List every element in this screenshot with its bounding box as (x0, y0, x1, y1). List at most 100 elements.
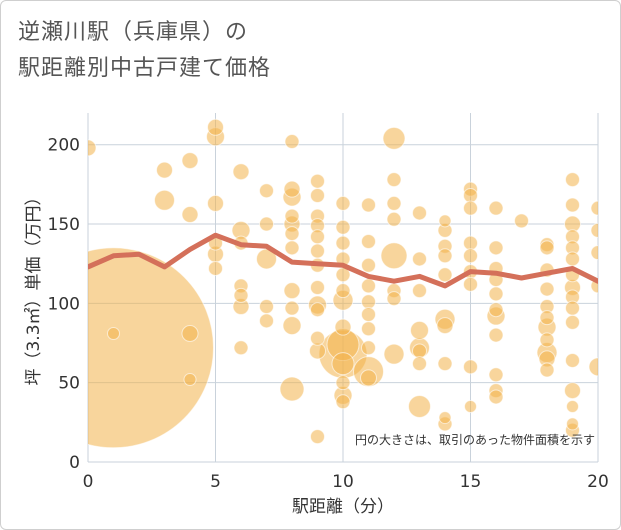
data-bubble (386, 211, 402, 227)
data-bubble (590, 222, 598, 238)
data-bubble (590, 245, 598, 261)
data-bubble (438, 411, 452, 425)
data-bubble (335, 195, 351, 211)
data-bubble (565, 314, 580, 330)
data-bubble (412, 356, 427, 372)
data-bubble (361, 278, 376, 294)
x-tick-label: 20 (587, 472, 609, 492)
data-bubble (437, 356, 453, 372)
data-bubble (310, 302, 325, 318)
x-tick-label: 15 (460, 472, 482, 492)
data-bubble (463, 235, 478, 251)
data-bubble (566, 417, 579, 431)
data-bubble (283, 282, 301, 300)
data-bubble (412, 251, 427, 267)
data-bubble (386, 172, 402, 188)
data-bubble (564, 382, 581, 400)
data-bubble (284, 300, 300, 316)
data-bubble (539, 281, 555, 297)
data-bubble (183, 373, 197, 387)
data-bubble (588, 357, 598, 377)
data-bubble (361, 340, 376, 356)
y-tick-label: 200 (48, 136, 80, 156)
data-bubble (310, 429, 325, 445)
y-axis-label: 坪（3.3㎡）単価（万円） (24, 188, 44, 385)
x-tick-label: 10 (332, 472, 354, 492)
y-tick-label: 0 (69, 453, 80, 473)
data-bubble (331, 352, 355, 376)
data-bubble (383, 343, 405, 365)
data-bubble (539, 310, 555, 326)
data-bubble (386, 195, 402, 211)
y-tick-label: 50 (58, 374, 80, 394)
data-bubble (410, 320, 429, 340)
x-tick-label: 0 (83, 472, 94, 492)
data-bubble (335, 394, 351, 410)
data-bubble (156, 161, 173, 179)
data-bubble (463, 200, 478, 216)
data-bubble (310, 280, 325, 295)
x-tick-label: 5 (210, 472, 221, 492)
data-bubble (335, 375, 351, 391)
chart-title-line-2: 駅距離別中古戸建て価格 (18, 56, 272, 81)
data-bubble (310, 330, 325, 346)
data-bubble (590, 200, 598, 216)
data-bubble (282, 316, 302, 336)
data-bubble (233, 340, 249, 356)
y-axis-ticks: 0 50 100 150 200 (48, 136, 80, 473)
data-bubble (335, 283, 351, 299)
data-bubble (259, 313, 274, 329)
data-bubble (565, 300, 580, 316)
data-bubble (310, 173, 325, 189)
data-bubble (361, 306, 376, 322)
data-bubble (463, 359, 478, 375)
data-bubble (361, 233, 376, 249)
data-bubble (380, 242, 408, 270)
data-bubble (284, 226, 300, 242)
data-bubble (565, 197, 580, 213)
data-bubble (565, 251, 580, 267)
data-bubble (565, 172, 580, 188)
data-bubble (412, 205, 427, 221)
data-bubble (463, 187, 478, 203)
data-bubble (361, 294, 376, 310)
data-bubble (181, 206, 199, 224)
y-tick-label: 150 (48, 215, 80, 235)
data-bubble (335, 219, 351, 235)
data-bubble (284, 208, 300, 224)
data-bubble (259, 216, 274, 232)
y-tick-label: 100 (48, 294, 80, 314)
chart-title-line-1: 逆瀬川駅（兵庫県）の (18, 20, 249, 45)
data-bubble (412, 283, 427, 299)
data-bubble (361, 197, 376, 213)
data-bubble (488, 200, 504, 216)
data-bubble (463, 276, 478, 292)
data-bubble (539, 332, 555, 348)
data-bubble (259, 183, 274, 199)
data-bubble (488, 302, 504, 318)
data-bubble (335, 235, 351, 251)
data-bubble (488, 389, 504, 405)
data-bubble (284, 240, 300, 256)
average-price-line (88, 232, 598, 289)
data-bubble (382, 126, 406, 150)
data-bubble (488, 367, 504, 383)
data-bubble (539, 362, 555, 378)
data-bubble (437, 267, 453, 283)
data-bubble (208, 260, 223, 276)
data-bubble (207, 118, 224, 136)
data-bubble (566, 399, 579, 413)
data-bubble (284, 134, 300, 150)
data-bubble (488, 286, 504, 302)
data-bubble (107, 327, 120, 341)
data-bubble (207, 194, 224, 212)
data-bubble (438, 214, 452, 228)
data-bubble (514, 213, 529, 229)
x-axis-label: 駅距離（分） (292, 497, 394, 517)
data-bubble (232, 163, 250, 181)
x-axis-ticks: 0 5 10 15 20 (83, 472, 609, 492)
data-bubble (565, 352, 580, 368)
data-bubble (310, 243, 325, 259)
